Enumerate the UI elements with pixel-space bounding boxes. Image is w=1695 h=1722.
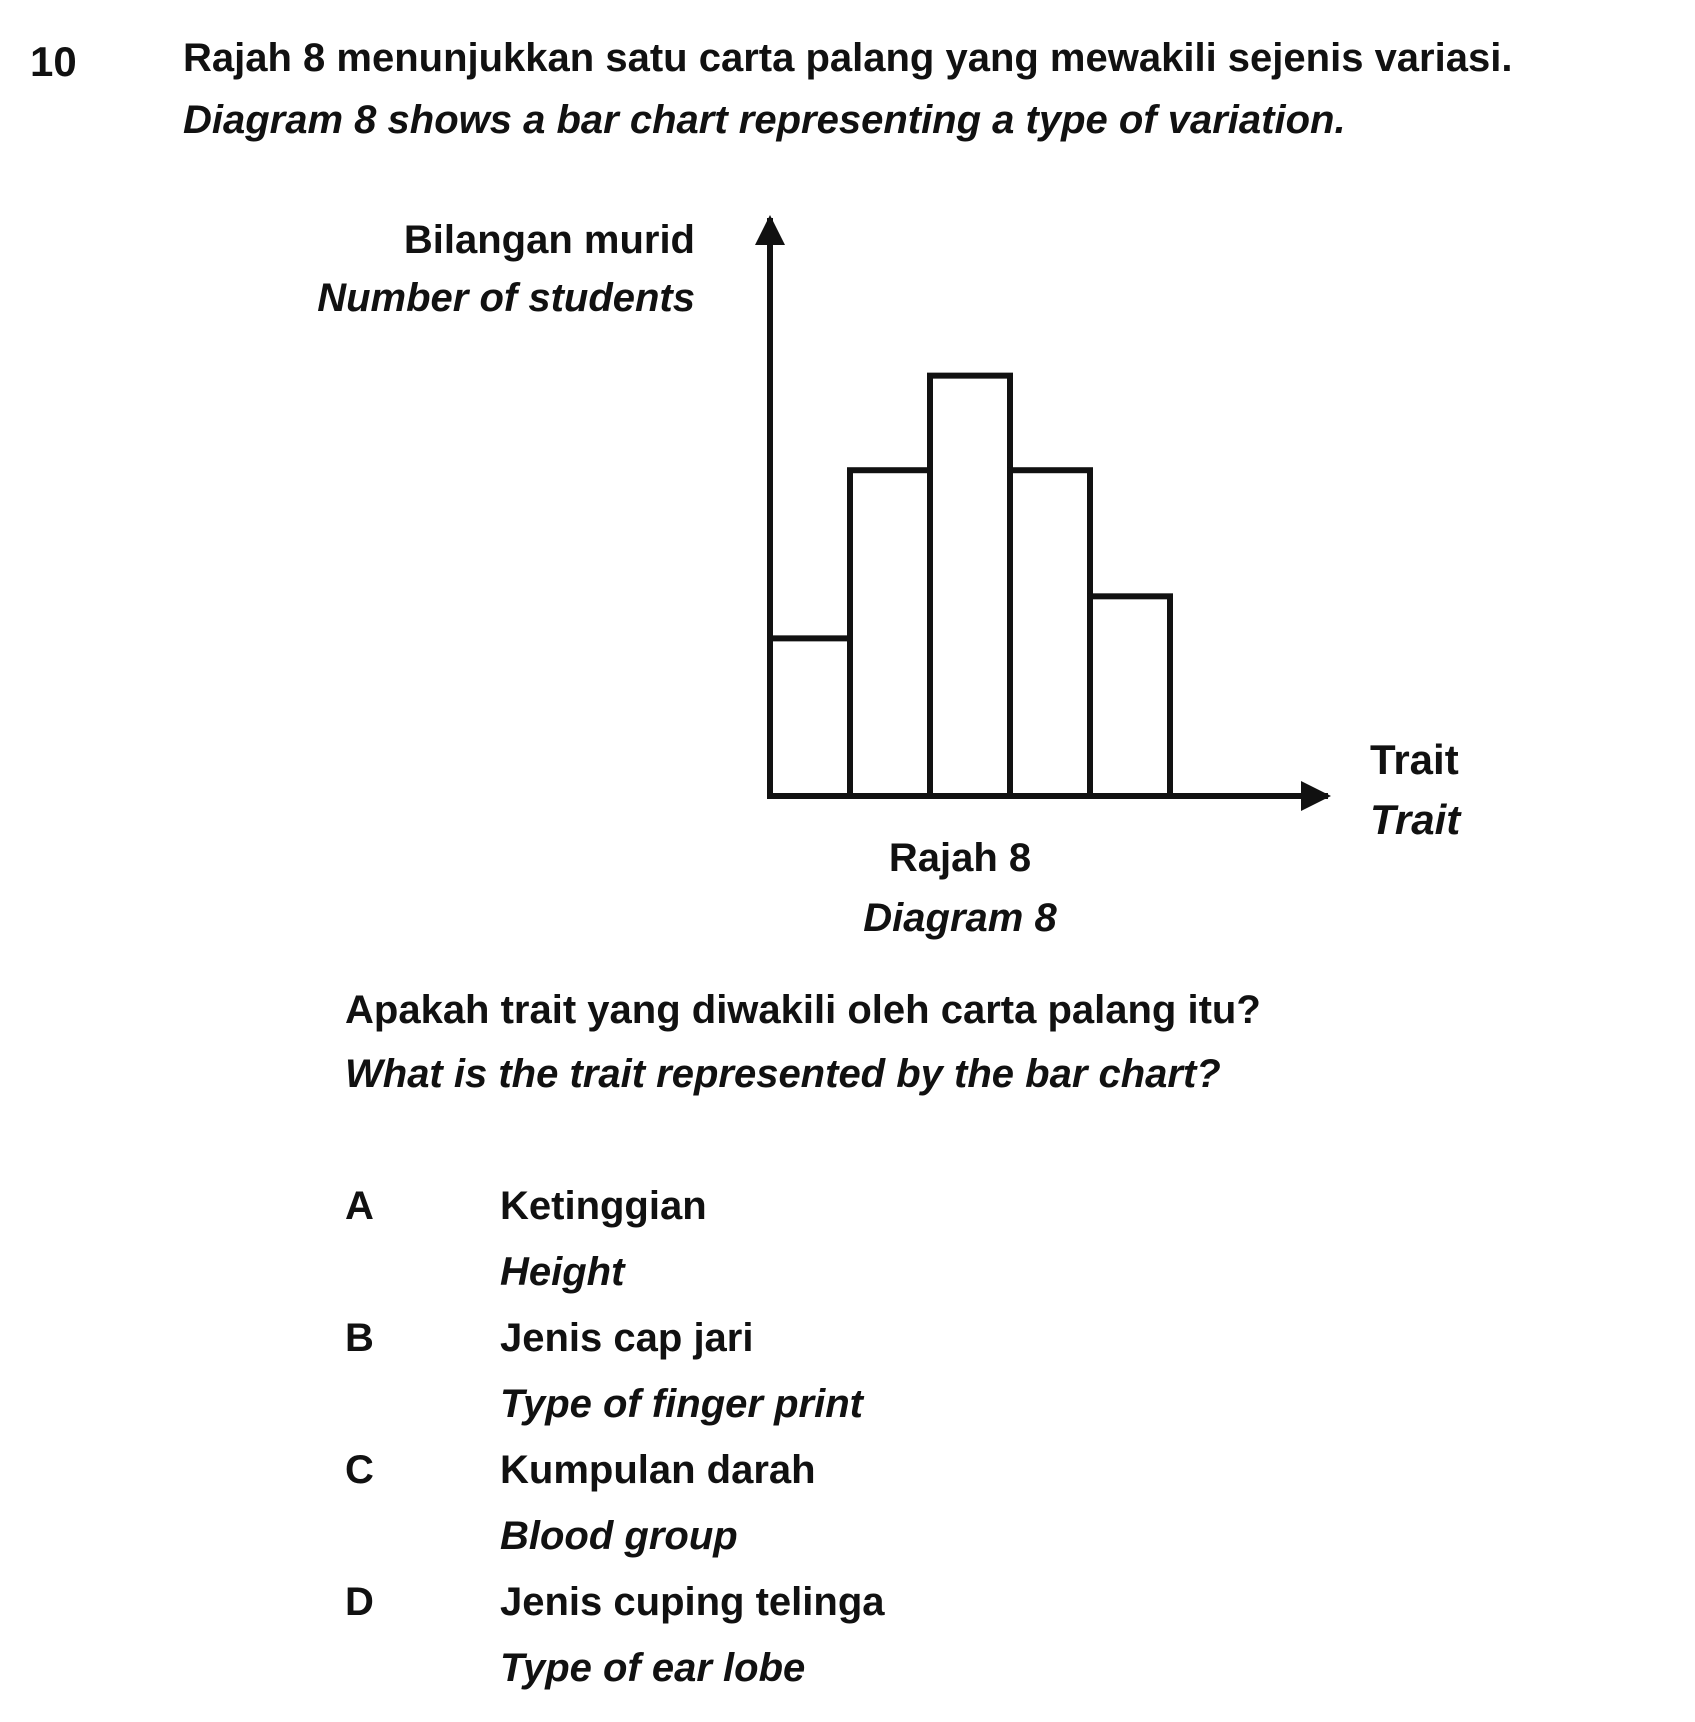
diagram-caption-malay: Rajah 8 (888, 836, 1032, 880)
option-text-english: Height (500, 1250, 625, 1294)
option-letter: A (345, 1184, 374, 1228)
option-letter: B (345, 1316, 374, 1360)
question-stem-malay: Rajah 8 menunjukkan satu carta palang ya… (183, 36, 1513, 80)
y-axis-label-malay: Bilangan murid (403, 218, 695, 262)
bar-1 (767, 635, 853, 800)
option-letter: C (345, 1448, 374, 1492)
option-text-english: Type of ear lobe (500, 1646, 806, 1690)
option-text-malay: Jenis cuping telinga (500, 1580, 885, 1624)
bar-3 (927, 372, 1013, 799)
option-letter: D (345, 1580, 374, 1624)
question-prompt-malay: Apakah trait yang diwakili oleh carta pa… (345, 988, 1261, 1032)
bar-5 (1087, 593, 1173, 799)
option-text-malay: Ketinggian (500, 1184, 707, 1228)
x-axis-label-malay: Trait (1370, 736, 1459, 783)
question-stem-english: Diagram 8 shows a bar chart representing… (183, 98, 1346, 142)
bar-2 (847, 467, 933, 799)
bar-4 (1007, 467, 1093, 799)
option-text-english: Type of finger print (500, 1382, 863, 1426)
question-prompt-english: What is the trait represented by the bar… (345, 1052, 1221, 1096)
option-text-malay: Kumpulan darah (500, 1448, 816, 1492)
option-text-english: Blood group (500, 1514, 738, 1558)
option-text-malay: Jenis cap jari (500, 1316, 754, 1360)
x-axis-label-english: Trait (1370, 796, 1461, 843)
question-number: 10 (30, 38, 77, 85)
diagram-caption-english: Diagram 8 (863, 896, 1057, 940)
y-axis-label-english: Number of students (317, 276, 695, 320)
